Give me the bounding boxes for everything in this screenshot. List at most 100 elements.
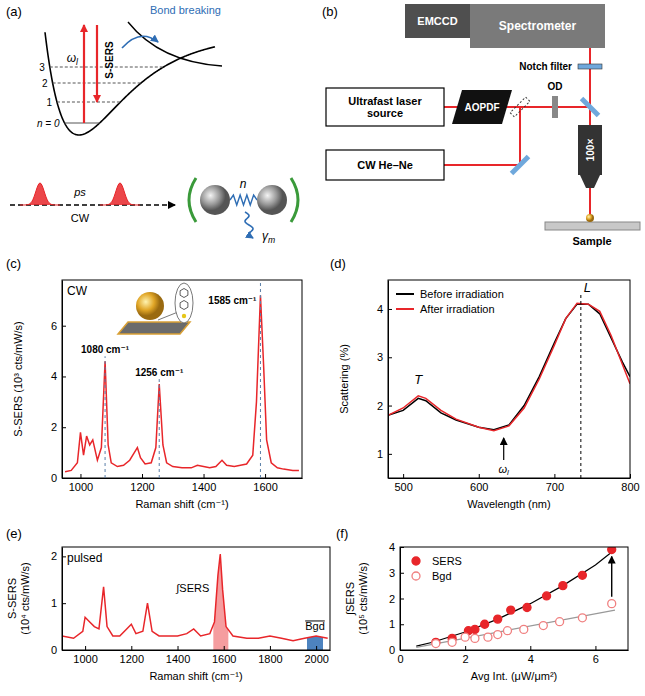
inset — [118, 283, 193, 334]
tick-mark — [62, 650, 66, 651]
tick-mark — [316, 646, 317, 650]
cw-label: CW He–Ne — [357, 159, 413, 171]
level-label: 1 — [46, 97, 52, 108]
phonon-label: n — [240, 177, 247, 191]
bond-arrow — [122, 36, 158, 48]
tick: 1600 — [212, 646, 236, 665]
level-label: n = 0 — [37, 118, 60, 129]
mirror — [580, 97, 601, 118]
legend-label: Before irradiation — [420, 288, 504, 300]
plot-frame — [62, 547, 330, 650]
inset-callout — [175, 283, 193, 323]
text-line: CW He–Ne — [357, 159, 413, 171]
tick: 1200 — [130, 474, 154, 493]
tick-mark — [265, 474, 266, 478]
x-axis-title: Raman shift (cm⁻¹) — [135, 498, 228, 510]
plot-area — [62, 554, 328, 650]
plot-title: CW — [67, 284, 88, 298]
y-axis: 01234 — [389, 541, 404, 656]
tick-label: 700 — [546, 481, 564, 493]
mirror — [510, 155, 531, 176]
series-line — [388, 304, 630, 430]
figure: (a)n = 0123ωlS-SERSBond breakingpsCWnγm(… — [0, 0, 645, 696]
tick-label: 0 — [389, 644, 395, 656]
data-point — [523, 604, 531, 612]
annotation-label: ωl — [499, 463, 510, 477]
cw-box — [326, 150, 444, 180]
level-label: 2 — [42, 78, 48, 89]
damping-arrow — [245, 212, 253, 238]
tick: 1000 — [73, 646, 97, 665]
tick-label: 1200 — [130, 481, 154, 493]
spectrometer-label: Spectrometer — [499, 19, 577, 33]
tick: 2 — [51, 421, 66, 433]
annotation-line — [580, 292, 581, 478]
tick-mark — [400, 599, 404, 600]
tick-label: 1600 — [212, 653, 236, 665]
annotation-label: 1256 cm⁻¹ — [135, 367, 184, 378]
data-point — [608, 600, 616, 608]
legend-swatch — [396, 308, 414, 310]
level-label: 3 — [39, 62, 45, 73]
tick-mark — [80, 474, 81, 478]
data-point — [608, 547, 616, 554]
tick-mark — [479, 474, 480, 478]
tick: 2 — [51, 550, 66, 562]
x-axis: 100012001400160018002000 — [63, 646, 331, 665]
sample-slab — [545, 222, 640, 230]
overline — [305, 620, 325, 621]
tick-label: 1400 — [166, 653, 190, 665]
text-line: ∫SERS — [344, 582, 357, 616]
tick-label: 2 — [389, 593, 395, 605]
axis-line — [62, 548, 63, 651]
spring — [230, 195, 257, 205]
text-line: (10⁵ cts/mW/s) — [357, 562, 369, 634]
tick: 700 — [546, 474, 564, 493]
tick: 6 — [51, 320, 66, 332]
y-axis: 012 — [51, 548, 66, 657]
region-area — [213, 554, 228, 650]
tick-mark — [400, 547, 404, 548]
panel-label: (f) — [336, 526, 348, 541]
atom — [257, 185, 287, 215]
data-point — [471, 634, 479, 642]
laser-label: ωl — [67, 51, 79, 67]
inset-ring — [180, 301, 188, 310]
vibrational-level — [57, 102, 121, 103]
objective-label: 100× — [585, 139, 596, 162]
legend-label: SERS — [432, 555, 462, 567]
tick-label: 2000 — [304, 653, 328, 665]
atom — [200, 185, 230, 215]
y-axis: 1234 — [377, 281, 392, 479]
spectrometer-box — [470, 4, 605, 48]
potential-curve — [45, 32, 215, 135]
tick: 2 — [389, 593, 404, 605]
tick-label: 4 — [51, 370, 57, 382]
tick: 4 — [389, 541, 404, 553]
tick-label: 600 — [470, 481, 488, 493]
tick-label: 1000 — [73, 653, 97, 665]
tick-label: 1 — [51, 597, 57, 609]
chart-panel: (c)10001200140016000246Raman shift (cm⁻¹… — [6, 256, 303, 510]
inset-particle — [136, 292, 164, 320]
text-line: EMCCD — [417, 15, 457, 27]
sample-label: Sample — [572, 235, 611, 247]
lines — [388, 303, 630, 430]
tick-label: 3 — [377, 351, 383, 363]
data-point — [578, 614, 586, 622]
aopdf — [452, 90, 512, 124]
axis-line — [389, 478, 631, 479]
cw-label: CW — [71, 212, 90, 224]
tick: 0 — [389, 644, 404, 656]
y-axis-title: S-SERS(10⁴ cts/mW/s) — [6, 562, 31, 635]
region-label: ∫SERS — [175, 582, 209, 595]
x-axis-title: Wavelength (nm) — [467, 498, 550, 510]
objective-tip — [580, 175, 600, 188]
od-label: OD — [548, 81, 563, 92]
nanoparticle — [586, 214, 594, 222]
legend: SERSBgd — [412, 555, 462, 582]
data-point — [578, 571, 586, 579]
data-point — [494, 615, 502, 623]
aopdf-label: AOPDF — [465, 102, 500, 113]
text-line: AOPDF — [465, 102, 500, 113]
